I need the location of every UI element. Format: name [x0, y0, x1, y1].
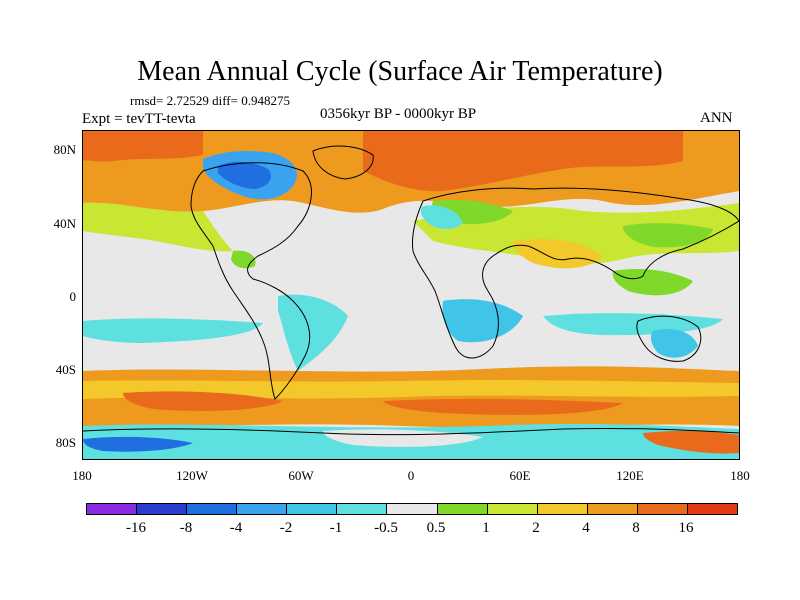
colorbar-label: 4: [582, 520, 590, 536]
rmsd-diff-stats: rmsd= 2.72529 diff= 0.948275: [130, 93, 290, 108]
coastlines: [83, 145, 739, 436]
maritime-continent-warming: [612, 269, 693, 296]
lon-label-180w: 180: [72, 468, 92, 483]
colorbar-label: -1: [329, 520, 343, 536]
southern-africa-cool-region: [442, 299, 523, 343]
lon-label-60w: 60W: [288, 468, 314, 483]
australia-cool-region: [650, 329, 698, 358]
colorbar-swatch: [637, 504, 688, 514]
canada-strong-cold: [218, 161, 271, 189]
north-pacific-mild-region: [83, 202, 233, 252]
lat-label-equator: 0: [69, 289, 77, 304]
season-label: ANN: [700, 110, 733, 126]
colorbar-swatch: [337, 504, 388, 514]
colorbar-swatch: [537, 504, 588, 514]
lat-label-80n: 80N: [53, 142, 76, 157]
antarctica-warm-east: [643, 430, 739, 454]
period-label: 0356kyr BP - 0000kyr BP: [320, 106, 477, 122]
colorbar-swatch: [237, 504, 288, 514]
map-canvas: [83, 131, 739, 459]
colorbar: [86, 503, 738, 515]
colorbar-swatch: [387, 504, 438, 514]
north-atlantic-strong-warming: [363, 131, 683, 192]
colorbar-swatch: [587, 504, 638, 514]
temperature-map: [82, 130, 740, 460]
colorbar-swatch: [437, 504, 488, 514]
colorbar-label: 16: [678, 520, 694, 536]
antarctica-coastline: [83, 427, 739, 436]
colorbar-swatch: [487, 504, 538, 514]
experiment-label: Expt = tevTT-tevta: [82, 111, 196, 127]
south-pacific-cool-band: [83, 318, 263, 343]
colorbar-swatch: [87, 504, 138, 514]
colorbar-swatch: [187, 504, 238, 514]
bering-strong-warming: [83, 131, 203, 162]
south-america-cool-region: [278, 294, 348, 371]
colorbar-label: 0.5: [426, 520, 446, 536]
colorbar-label: -0.5: [374, 520, 398, 536]
indian-ocean-cool-band: [543, 313, 723, 336]
mediterranean-cool-region: [420, 205, 463, 229]
lon-label-120w: 120W: [176, 468, 208, 483]
lon-label-0: 0: [407, 468, 415, 483]
colorbar-label: 2: [532, 520, 540, 536]
australia-coastline: [636, 315, 702, 362]
southern-ocean-strong-warming: [123, 391, 283, 411]
lat-label-40n: 40N: [53, 216, 76, 231]
colorbar-swatch: [687, 504, 738, 514]
greenland-coastline: [312, 145, 374, 180]
colorbar-label: -2: [279, 520, 293, 536]
lon-label-60e: 60E: [509, 468, 531, 483]
lon-label-120e: 120E: [616, 468, 644, 483]
americas-coastline: [190, 162, 312, 400]
antarctica-strong-cool-west: [83, 436, 193, 452]
chart-title: Mean Annual Cycle (Surface Air Temperatu…: [137, 56, 663, 87]
lat-label-40s: 40S: [55, 362, 76, 377]
east-asia-light-warming: [623, 223, 713, 248]
afro-eurasia-coastline: [412, 187, 739, 359]
colorbar-label: 8: [632, 520, 640, 536]
lat-label-80s: 80S: [55, 435, 76, 450]
colorbar-label: 1: [482, 520, 490, 536]
central-asia-warming: [513, 239, 603, 269]
southern-ocean-moderate-band: [83, 380, 739, 399]
colorbar-swatch: [287, 504, 338, 514]
colorbar-label: -8: [179, 520, 193, 536]
lon-label-180e: 180: [730, 468, 750, 483]
southern-ocean-strong-warming-east: [383, 398, 623, 415]
colorbar-swatch: [137, 504, 188, 514]
colorbar-label: -16: [126, 520, 146, 536]
colorbar-label: -4: [229, 520, 243, 536]
